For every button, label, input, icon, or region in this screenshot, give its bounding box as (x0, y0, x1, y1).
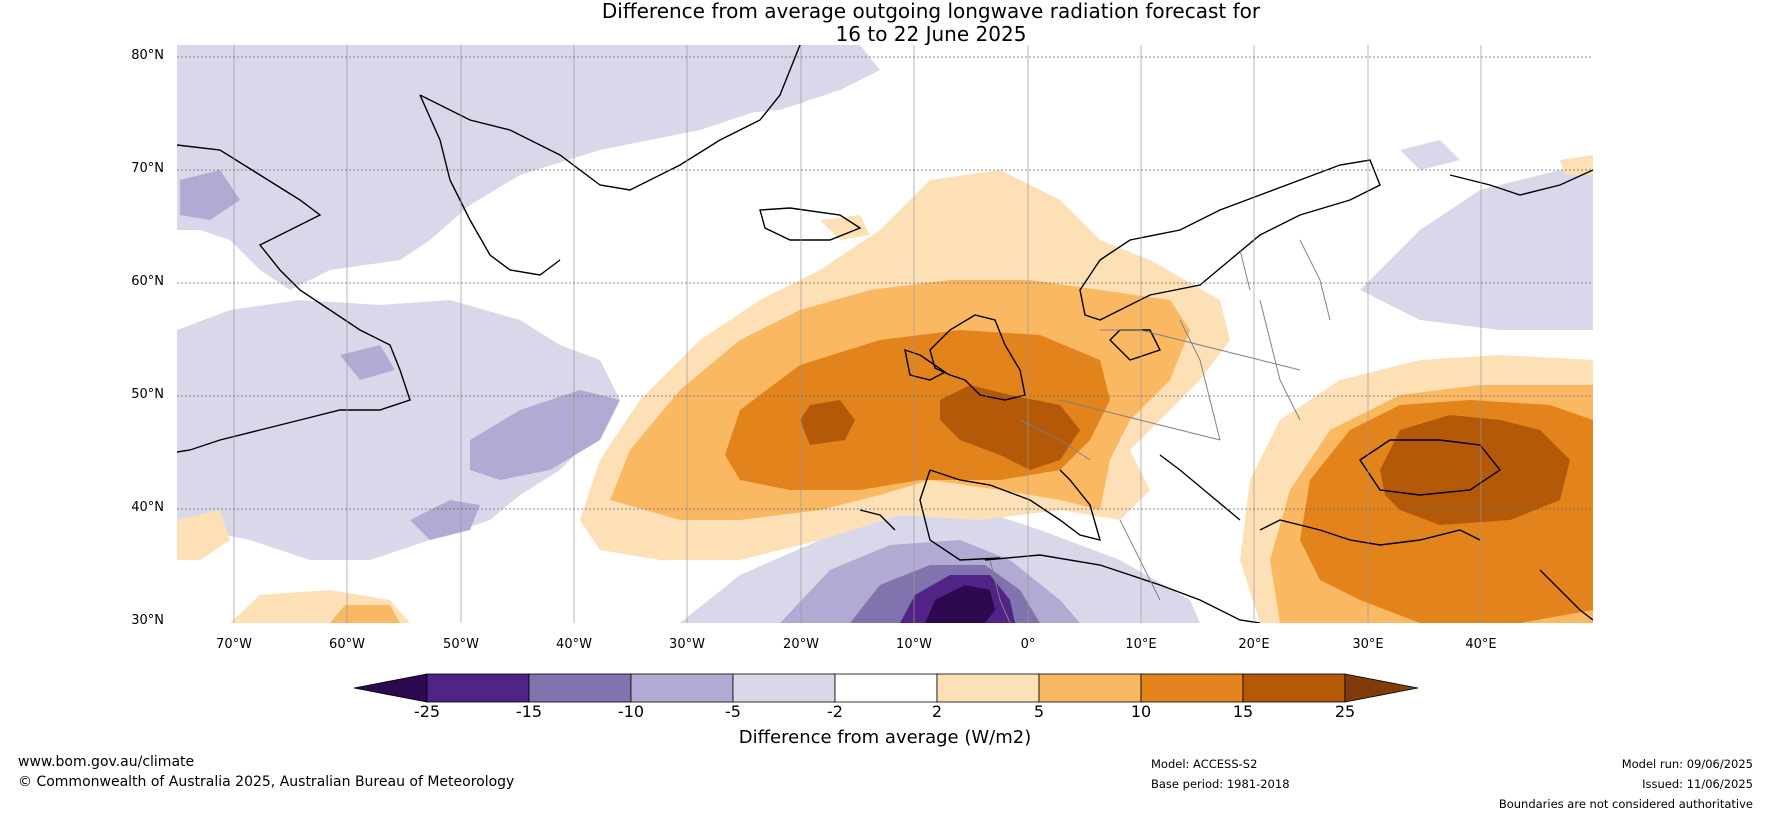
colorbar-segment (630, 673, 734, 703)
lat-label-80n: 80°N (131, 48, 164, 63)
positive-anomaly-very-strong (800, 385, 1570, 525)
latitude-lines (177, 56, 1593, 510)
colorbar-segment (834, 673, 938, 703)
colorbar-tick: 25 (1334, 702, 1356, 721)
footer-disclaimer: Boundaries are not considered authoritat… (1498, 797, 1753, 811)
title-line-1: Difference from average outgoing longwav… (601, 0, 1261, 23)
lon-label-60w: 60°W (329, 637, 365, 652)
colorbar-tick: -15 (515, 702, 543, 721)
footer-copyright: © Commonwealth of Australia 2025, Austra… (18, 774, 515, 790)
colorbar-segment (426, 673, 530, 703)
colorbar-segment (732, 673, 836, 703)
lon-label-40w: 40°W (556, 637, 592, 652)
lon-label-10e: 10°E (1125, 637, 1157, 652)
lon-label-0: 0° (1020, 637, 1036, 652)
colorbar-tick: -25 (413, 702, 441, 721)
lon-label-30e: 30°E (1352, 637, 1384, 652)
anomaly-field (177, 45, 1593, 623)
lat-label-70n: 70°N (131, 161, 164, 176)
lon-label-30w: 30°W (669, 637, 705, 652)
lon-label-50w: 50°W (443, 637, 479, 652)
colorbar-segment (1038, 673, 1142, 703)
coastlines (177, 45, 1593, 623)
negative-anomaly-extreme (925, 585, 995, 623)
colorbar-tick: -5 (725, 702, 741, 721)
colorbar (353, 673, 1419, 703)
colorbar-tick: 2 (931, 702, 943, 721)
footer-model: Model: ACCESS-S2 (1151, 757, 1258, 771)
lon-label-40e: 40°E (1465, 637, 1497, 652)
footer-base-period: Base period: 1981-2018 (1151, 777, 1290, 791)
map-title: Difference from average outgoing longwav… (0, 0, 1770, 46)
colorbar-tick: 10 (1130, 702, 1152, 721)
footer-issued: Issued: 11/06/2025 (1642, 777, 1753, 791)
footer-website: www.bom.gov.au/climate (18, 754, 195, 770)
lat-label-50n: 50°N (131, 387, 164, 402)
colorbar-segment (1242, 673, 1346, 703)
lat-label-30n: 30°N (131, 613, 164, 628)
colorbar-label: Difference from average (W/m2) (738, 727, 1032, 748)
title-line-2: 16 to 22 June 2025 (835, 22, 1027, 46)
lon-label-20e: 20°E (1238, 637, 1270, 652)
lon-label-20w: 20°W (783, 637, 819, 652)
gridlines (233, 45, 1482, 623)
footer-model-run: Model run: 09/06/2025 (1621, 757, 1753, 771)
colorbar-tick: -2 (827, 702, 843, 721)
colorbar-tick: 15 (1232, 702, 1254, 721)
colorbar-tick: -10 (617, 702, 645, 721)
colorbar-segment (528, 673, 632, 703)
colorbar-segment (936, 673, 1040, 703)
lat-label-40n: 40°N (131, 500, 164, 515)
colorbar-extend-min (353, 673, 428, 703)
lon-label-10w: 10°W (896, 637, 932, 652)
colorbar-extend-max (1344, 673, 1419, 703)
colorbar-segment (1140, 673, 1244, 703)
lon-label-70w: 70°W (216, 637, 252, 652)
colorbar-tick: 5 (1033, 702, 1045, 721)
lat-label-60n: 60°N (131, 274, 164, 289)
country-boundaries (989, 239, 1331, 623)
